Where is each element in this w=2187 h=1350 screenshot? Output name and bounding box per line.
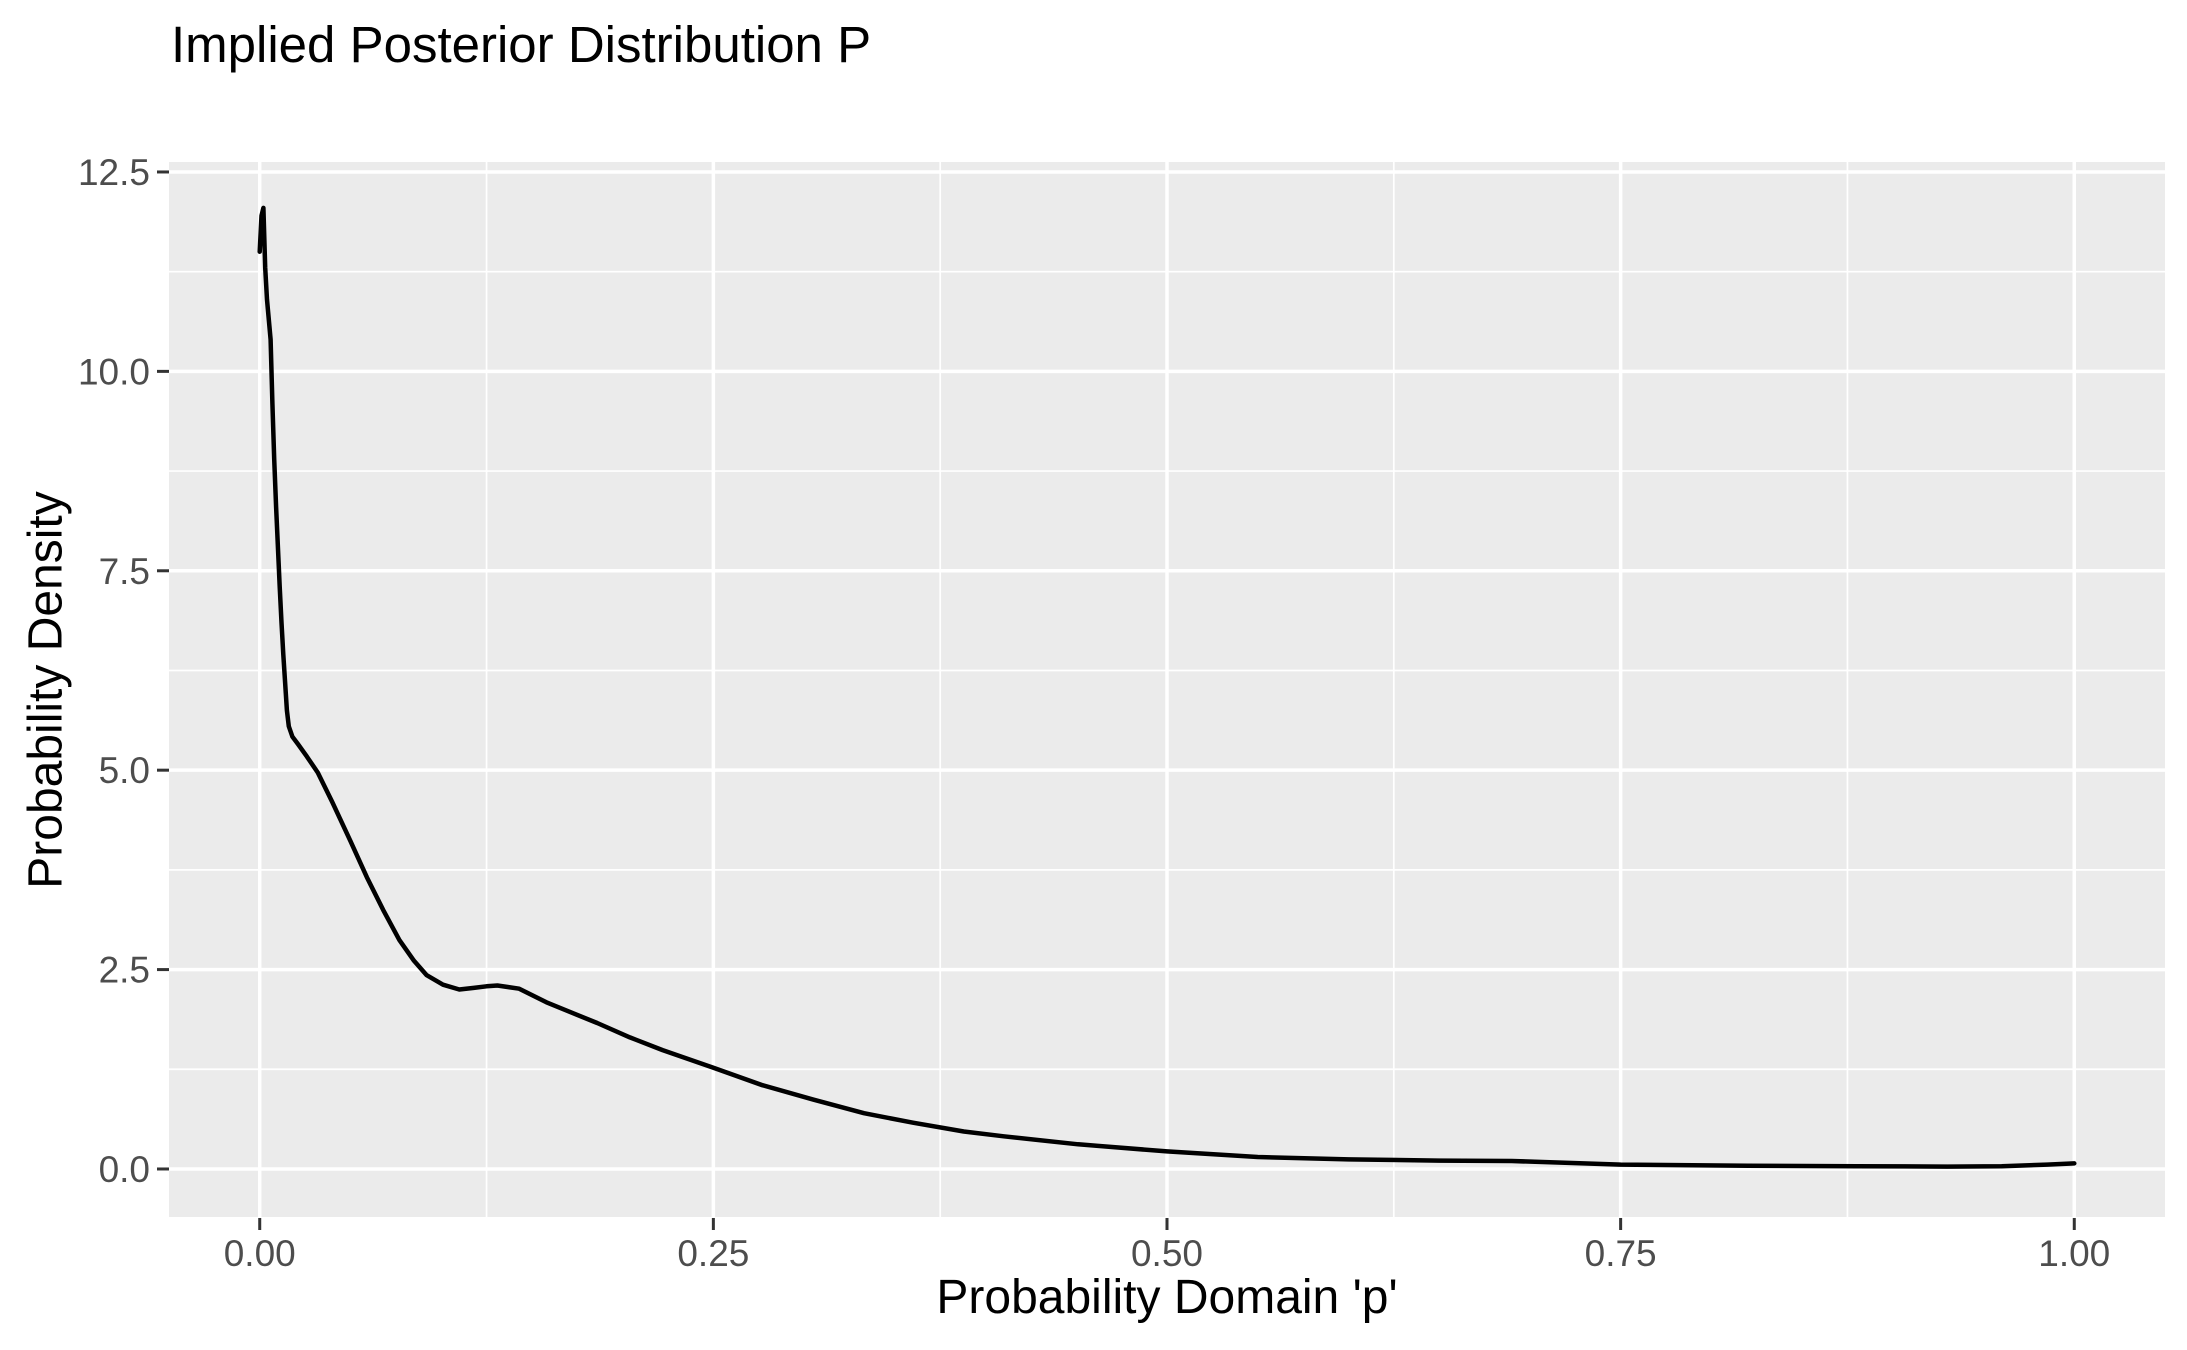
plot-title: Implied Posterior Distribution P bbox=[171, 16, 872, 73]
y-tick-label: 2.5 bbox=[99, 950, 150, 991]
x-tick-label: 1.00 bbox=[2038, 1233, 2110, 1274]
y-tick-label: 5.0 bbox=[99, 750, 150, 791]
y-tick-label: 10.0 bbox=[78, 351, 150, 392]
density-curve bbox=[257, 205, 2077, 1169]
x-tick-label: 0.00 bbox=[224, 1233, 296, 1274]
x-tick-label: 0.50 bbox=[1131, 1233, 1203, 1274]
x-tick-label: 0.25 bbox=[677, 1233, 749, 1274]
y-tick-label: 12.5 bbox=[78, 152, 150, 193]
x-axis-title: Probability Domain 'p' bbox=[936, 1271, 1398, 1324]
x-tick-label: 0.75 bbox=[1585, 1233, 1657, 1274]
y-tick-label: 7.5 bbox=[99, 551, 150, 592]
y-axis-title: Probability Density bbox=[19, 491, 73, 889]
y-tick-label: 0.0 bbox=[99, 1149, 150, 1190]
